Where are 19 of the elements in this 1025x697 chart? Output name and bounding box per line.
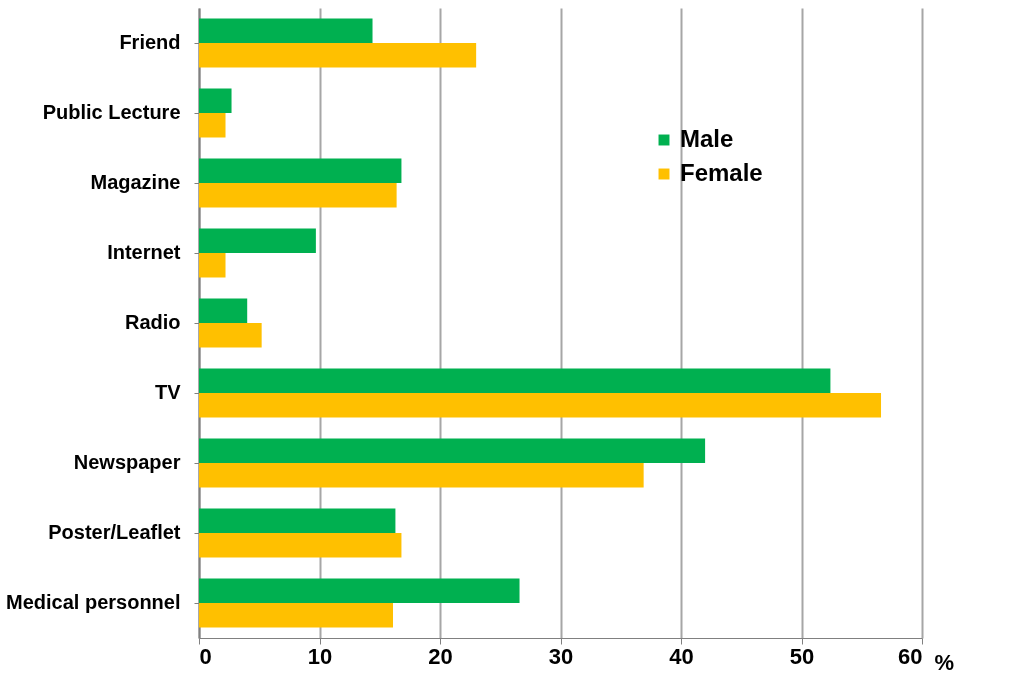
y-tick-label: TV — [154, 381, 182, 403]
y-tick-label: Radio — [124, 311, 181, 333]
x-axis-title: % — [934, 649, 955, 675]
y-tick-label: Medical personnel — [6, 591, 181, 613]
x-tick-label: 10 — [307, 643, 333, 669]
y-tick-label: Public Lecture — [42, 101, 181, 123]
x-tick-label: 20 — [428, 643, 453, 669]
x-tick-label: 30 — [548, 643, 574, 669]
x-tick-label: 40 — [669, 643, 694, 669]
legend-label: Male — [680, 125, 734, 152]
y-tick-label: Poster/Leaflet — [48, 521, 181, 543]
legend-label: Female — [680, 159, 763, 186]
y-tick-label: Friend — [119, 31, 181, 53]
x-tick-label: 0 — [199, 643, 212, 669]
x-tick-label: 60 — [898, 643, 923, 669]
x-tick-label: 50 — [789, 643, 815, 669]
y-tick-label: Magazine — [90, 171, 181, 193]
y-tick-label: Internet — [107, 241, 181, 263]
y-tick-label: Newspaper — [73, 451, 181, 473]
